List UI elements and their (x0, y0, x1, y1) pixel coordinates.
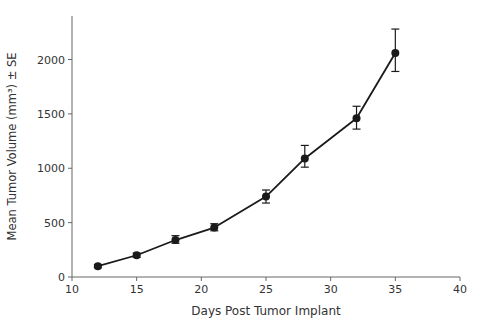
error-bar (262, 190, 270, 203)
error-bar-cap (353, 129, 361, 130)
error-bar (210, 224, 218, 231)
error-bar (301, 145, 309, 167)
error-bar (353, 106, 361, 129)
y-axis-label: Mean Tumor Volume (mm³) ± SE (5, 52, 19, 240)
plot-area (94, 29, 399, 270)
y-tick-label: 1000 (37, 162, 65, 175)
y-tick (68, 59, 72, 60)
x-tick (266, 277, 267, 281)
y-tick (68, 277, 72, 278)
x-tick (201, 277, 202, 281)
y-tick (68, 168, 72, 169)
error-bar (171, 236, 179, 244)
chart: 10 15 20 25 30 35 40 0 500 1000 1500 2000 Days Post … (0, 0, 480, 327)
x-tick-label: 25 (259, 283, 273, 296)
chart-container: 10 15 20 25 30 35 40 0 500 1000 1500 2000 Days Post … (0, 0, 480, 327)
x-tick-label: 35 (388, 283, 402, 296)
x-tick-label: 30 (324, 283, 338, 296)
marker (210, 224, 218, 232)
y-tick-label: 2000 (37, 54, 65, 67)
x-tick (395, 277, 396, 281)
error-bar-cap (391, 71, 399, 72)
marker (301, 154, 309, 162)
marker (94, 262, 102, 270)
marker (391, 49, 399, 57)
error-bar-cap (353, 106, 361, 107)
y-axis-line (72, 16, 73, 277)
error-bar (391, 29, 399, 71)
y-tick-label: 500 (44, 217, 65, 230)
x-tick-label: 40 (453, 283, 467, 296)
y-tick (68, 222, 72, 223)
marker (262, 193, 270, 201)
x-tick-label: 20 (194, 283, 208, 296)
marker (133, 251, 141, 259)
error-bar-cap (301, 167, 309, 168)
error-bar-cap (391, 28, 399, 29)
error-bar-cap (262, 202, 270, 203)
x-axis-label: Days Post Tumor Implant (191, 304, 341, 318)
y-tick (68, 113, 72, 114)
x-tick (460, 277, 461, 281)
x-tick (72, 277, 73, 281)
x-tick (136, 277, 137, 281)
x-tick (330, 277, 331, 281)
marker (171, 236, 179, 244)
y-tick-label: 0 (58, 271, 65, 284)
y-tick-label: 1500 (37, 108, 65, 121)
x-tick-label: 10 (65, 283, 79, 296)
error-bar-cap (262, 189, 270, 190)
error-bar-cap (301, 145, 309, 146)
x-tick-label: 15 (130, 283, 144, 296)
marker (353, 114, 361, 122)
line (98, 53, 395, 266)
